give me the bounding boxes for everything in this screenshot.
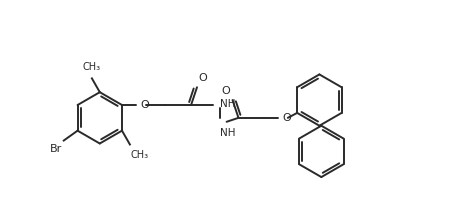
Text: Br: Br — [50, 145, 62, 155]
Text: NH: NH — [219, 128, 235, 138]
Text: O: O — [222, 86, 231, 96]
Text: CH₃: CH₃ — [83, 63, 101, 73]
Text: O: O — [198, 73, 207, 83]
Text: O: O — [141, 100, 149, 110]
Text: NH: NH — [219, 99, 235, 109]
Text: CH₃: CH₃ — [131, 150, 149, 160]
Text: O: O — [283, 113, 292, 123]
